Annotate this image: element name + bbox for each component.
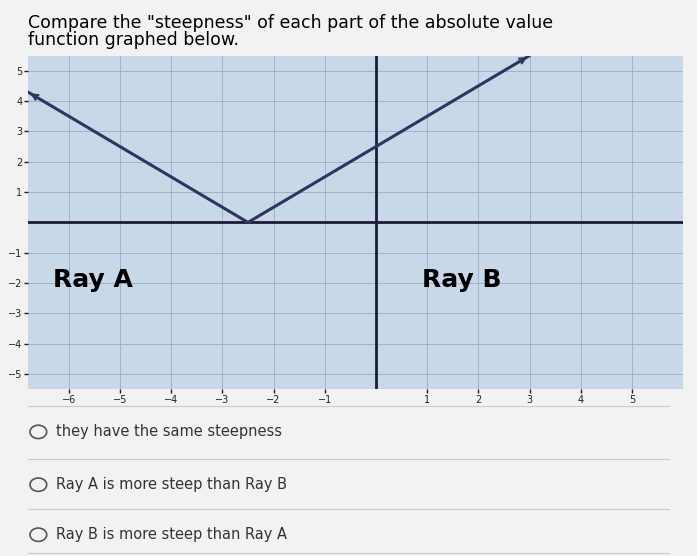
Text: Ray A: Ray A — [54, 268, 133, 292]
Text: Ray A is more steep than Ray B: Ray A is more steep than Ray B — [56, 477, 286, 492]
Text: Ray B is more steep than Ray A: Ray B is more steep than Ray A — [56, 527, 286, 542]
Text: function graphed below.: function graphed below. — [28, 31, 239, 48]
Text: they have the same steepness: they have the same steepness — [56, 424, 282, 439]
Text: Compare the "steepness" of each part of the absolute value: Compare the "steepness" of each part of … — [28, 14, 553, 32]
Text: Ray B: Ray B — [422, 268, 502, 292]
